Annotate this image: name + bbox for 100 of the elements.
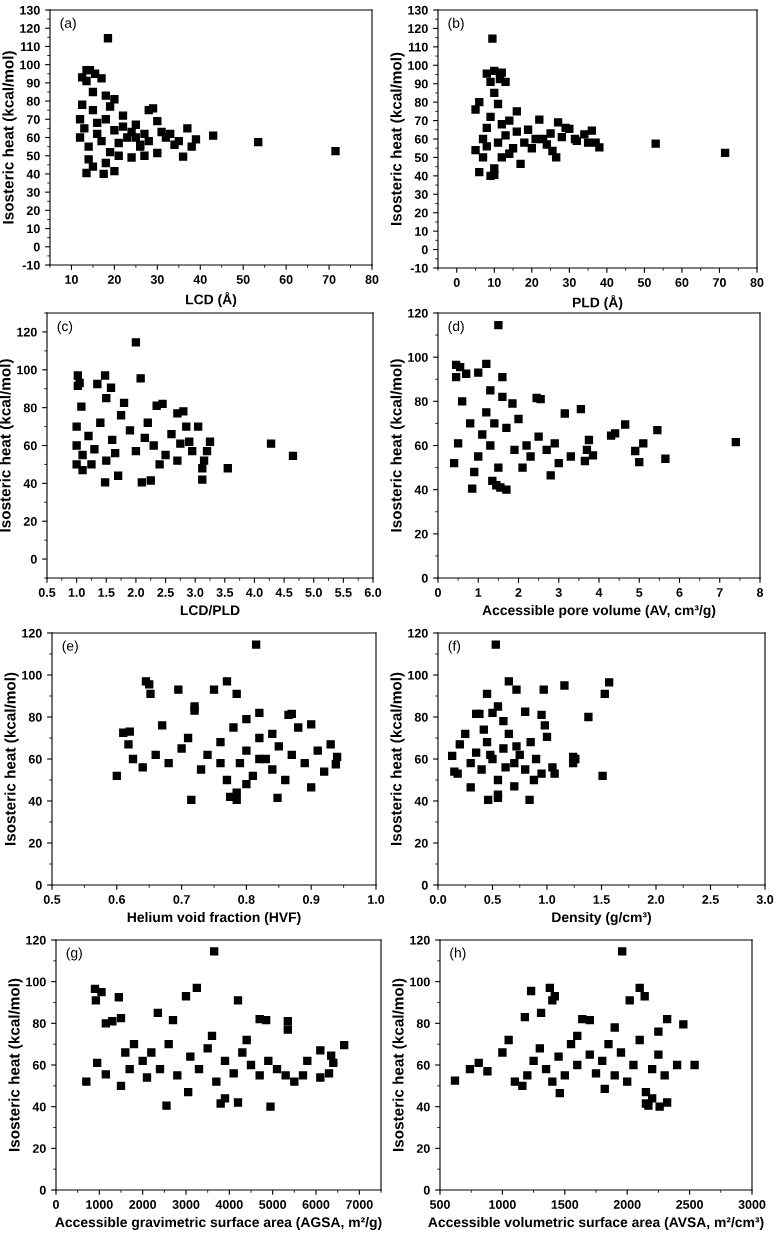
- y-tick-label: 100: [408, 670, 428, 680]
- x-tick-label: 10: [488, 278, 501, 287]
- y-tick-label: 0: [35, 880, 42, 890]
- annotation: (c): [57, 320, 73, 334]
- x-tick-label: 1.0: [368, 895, 385, 904]
- x-tick-label: 20: [107, 275, 121, 284]
- y-tick-label: 120: [20, 24, 40, 33]
- y-tick-label: 120: [17, 327, 37, 337]
- x-tick-label: 60: [675, 278, 689, 287]
- y-tick-label: 80: [26, 96, 40, 106]
- y-tick-label: 40: [414, 485, 428, 495]
- x-tick-label: 6: [676, 588, 683, 597]
- y-tick-label: 20: [414, 838, 428, 848]
- x-axis-title: Accessible volumetric surface area (AVSA, m²/cm³): [428, 1216, 764, 1230]
- y-tick-label: 80: [414, 97, 428, 107]
- x-tick-label: 3.0: [756, 895, 774, 904]
- x-tick-label: 2.0: [127, 588, 145, 597]
- y-tick-label: 100: [17, 365, 37, 375]
- y-axis-title: Isosteric heat (kcal/mol): [392, 978, 407, 1151]
- x-tick-label: 0.8: [238, 895, 255, 904]
- y-tick-label: 60: [28, 754, 42, 764]
- y-tick-label: 20: [23, 517, 37, 526]
- y-tick-label: 20: [28, 838, 42, 848]
- x-tick-label: 0.0: [429, 895, 447, 904]
- x-tick-label: 0.6: [108, 895, 126, 904]
- annotation: (a): [60, 17, 76, 31]
- x-tick-label: 80: [750, 278, 764, 287]
- x-axis-title: Helium void fraction (HVF): [127, 911, 301, 925]
- x-tick-label: 4.5: [275, 588, 293, 597]
- x-tick-label: 4000: [215, 1200, 243, 1209]
- x-tick-label: 2: [515, 588, 522, 597]
- y-tick-label: 0: [39, 1185, 46, 1195]
- y-tick-label: -10: [22, 260, 40, 270]
- x-tick-label: 50: [637, 278, 651, 287]
- y-tick-label: 60: [414, 754, 428, 764]
- x-tick-label: 60: [279, 275, 293, 284]
- x-axis-title: LCD (Å): [186, 291, 237, 308]
- y-tick-label: 0: [421, 880, 428, 890]
- y-tick-label: 80: [416, 1019, 430, 1028]
- x-tick-label: 0: [53, 1200, 59, 1209]
- y-tick-label: 120: [408, 308, 428, 318]
- y-tick-label: 100: [410, 977, 430, 987]
- y-tick-label: 100: [26, 977, 46, 987]
- x-tick-label: 3.5: [216, 588, 234, 597]
- x-tick-label: 4.0: [245, 588, 263, 597]
- y-tick-label: 0: [421, 573, 428, 583]
- x-tick-label: 6000: [302, 1200, 330, 1209]
- x-tick-label: 50: [236, 275, 250, 284]
- y-tick-label: 30: [414, 190, 428, 199]
- y-tick-label: 80: [32, 1019, 46, 1028]
- annotation: (e): [62, 640, 78, 654]
- y-tick-label: 70: [26, 115, 40, 124]
- y-tick-label: 100: [20, 60, 40, 70]
- x-tick-label: 3000: [172, 1200, 200, 1209]
- x-tick-label: 1500: [551, 1200, 579, 1209]
- x-tick-label: 2.5: [702, 895, 719, 904]
- x-axis-title: Accessible gravimetric surface area (AGSA, m²/g): [55, 1216, 382, 1230]
- x-tick-label: 0.9: [303, 895, 320, 904]
- x-tick-label: 6.0: [364, 588, 382, 597]
- x-tick-label: 40: [193, 275, 207, 284]
- y-tick-label: 60: [414, 441, 428, 451]
- x-tick-label: 2.0: [647, 895, 665, 904]
- y-tick-label: 60: [32, 1060, 46, 1070]
- annotation: (f): [448, 640, 461, 654]
- x-tick-label: 0.7: [173, 895, 190, 904]
- x-axis-title: Accessible pore volume (AV, cm³/g): [482, 604, 716, 618]
- y-tick-label: 40: [28, 796, 42, 806]
- y-tick-label: 50: [26, 151, 40, 161]
- y-tick-label: 40: [414, 171, 428, 181]
- y-tick-label: 40: [23, 479, 37, 489]
- x-tick-label: 30: [150, 275, 164, 284]
- y-axis-title: Isosteric heat (kcal/mol): [4, 672, 19, 845]
- y-tick-label: 80: [23, 403, 37, 413]
- y-tick-label: 100: [408, 61, 428, 70]
- y-tick-label: 30: [26, 187, 40, 197]
- x-tick-label: 2000: [613, 1200, 641, 1209]
- y-tick-label: 100: [408, 352, 428, 362]
- x-tick-label: 8: [756, 588, 764, 597]
- y-tick-label: 40: [414, 796, 428, 806]
- x-tick-label: 0: [453, 278, 460, 287]
- y-tick-label: -10: [410, 263, 428, 273]
- y-axis-title: Isosteric heat (kcal/mol): [8, 978, 23, 1151]
- x-tick-label: 1000: [86, 1200, 113, 1209]
- y-tick-label: 80: [28, 712, 42, 722]
- y-tick-label: 120: [408, 628, 428, 638]
- x-tick-label: 0.5: [43, 895, 61, 904]
- x-tick-label: 500: [429, 1200, 450, 1209]
- y-tick-label: 60: [26, 133, 40, 143]
- y-tick-label: 40: [26, 169, 40, 179]
- x-tick-label: 10: [65, 275, 78, 284]
- x-tick-label: 4: [595, 588, 603, 597]
- x-tick-label: 5.5: [335, 588, 352, 597]
- x-tick-label: 0.5: [484, 895, 501, 904]
- y-axis-title: Isosteric heat (kcal/mol): [390, 52, 405, 225]
- x-tick-label: 1.5: [98, 588, 115, 597]
- x-tick-label: 2000: [129, 1200, 157, 1209]
- x-tick-label: 70: [322, 275, 336, 284]
- x-tick-label: 30: [562, 278, 576, 287]
- annotation: (b): [448, 17, 464, 31]
- y-tick-label: 120: [22, 628, 42, 638]
